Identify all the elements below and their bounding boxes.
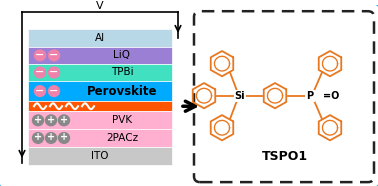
Bar xyxy=(28,29,172,47)
FancyBboxPatch shape xyxy=(0,3,378,186)
Circle shape xyxy=(33,115,43,126)
Text: +: + xyxy=(34,132,42,142)
Text: TPBi: TPBi xyxy=(111,68,133,78)
Circle shape xyxy=(59,133,70,143)
Text: PVK: PVK xyxy=(112,115,132,125)
Text: ITO: ITO xyxy=(91,151,109,161)
Text: −: − xyxy=(49,50,59,60)
Text: +: + xyxy=(60,132,68,142)
Text: V: V xyxy=(96,1,104,11)
Text: 2PACz: 2PACz xyxy=(106,133,138,143)
Text: Perovskite: Perovskite xyxy=(87,85,157,98)
Text: −: − xyxy=(35,50,45,60)
Bar xyxy=(28,47,172,64)
Circle shape xyxy=(45,115,56,126)
Text: Al: Al xyxy=(95,33,105,43)
Text: −: − xyxy=(35,86,45,96)
Bar xyxy=(28,129,172,147)
FancyBboxPatch shape xyxy=(194,11,374,182)
Text: −: − xyxy=(35,67,45,77)
Circle shape xyxy=(59,115,70,126)
Circle shape xyxy=(48,67,59,78)
Text: +: + xyxy=(47,132,55,142)
Circle shape xyxy=(34,86,45,97)
Text: TSPO1: TSPO1 xyxy=(262,150,308,163)
Circle shape xyxy=(33,133,43,143)
Bar xyxy=(28,101,172,111)
Text: +: + xyxy=(34,115,42,125)
Text: P: P xyxy=(307,91,314,101)
Text: +: + xyxy=(47,115,55,125)
Text: Si: Si xyxy=(235,91,245,101)
Circle shape xyxy=(48,86,59,97)
Bar xyxy=(28,81,172,101)
Circle shape xyxy=(34,50,45,61)
Circle shape xyxy=(45,133,56,143)
Text: −: − xyxy=(49,86,59,96)
Text: =O: =O xyxy=(323,91,339,101)
Bar xyxy=(28,147,172,165)
Bar xyxy=(28,64,172,81)
Circle shape xyxy=(34,67,45,78)
Text: LiQ: LiQ xyxy=(113,50,130,60)
Text: +: + xyxy=(60,115,68,125)
Bar xyxy=(28,111,172,129)
Circle shape xyxy=(48,50,59,61)
Text: −: − xyxy=(49,67,59,77)
